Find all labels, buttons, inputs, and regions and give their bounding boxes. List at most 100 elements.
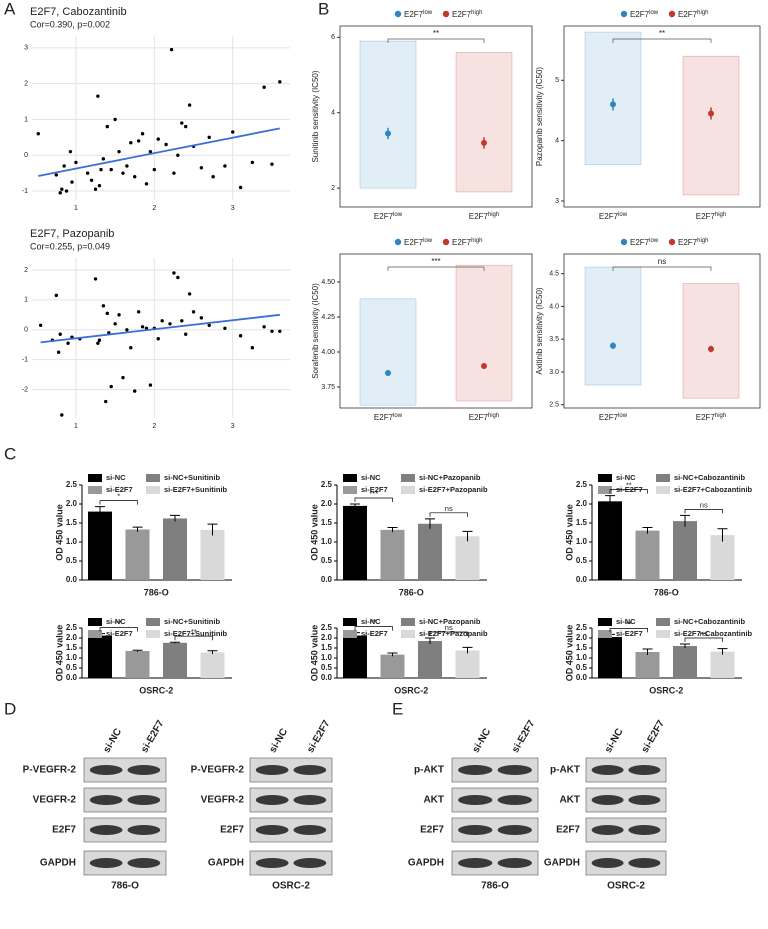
point [93, 187, 98, 191]
legend-label: E2F7high [452, 238, 482, 248]
legend-label: si-NC [616, 617, 636, 626]
error-bar [387, 652, 398, 657]
y-tick-label: 4.00 [321, 349, 335, 356]
point [60, 187, 64, 191]
x-axis-label: 786-O [399, 587, 424, 597]
point [125, 164, 129, 168]
legend-label: E2F7high [678, 10, 708, 20]
y-tick-label: 0.0 [321, 575, 333, 584]
x-tick-label: 2 [152, 423, 156, 430]
y-tick-label: 0.5 [576, 663, 588, 672]
point [68, 149, 73, 154]
panel-label: B [318, 0, 329, 18]
error-bar [717, 648, 728, 655]
group-suffix: high [471, 10, 482, 16]
y-axis-label: OD 450 value [564, 625, 574, 682]
significance-bracket [684, 509, 723, 514]
group-label: E2F7 [469, 413, 489, 422]
protein-label: AKT [423, 795, 444, 806]
legend-label: E2F7high [678, 238, 708, 248]
group-label: E2F7 [374, 212, 394, 221]
range-band [359, 40, 417, 189]
chart-subtitle: Cor=0.255, p=0.049 [30, 241, 110, 251]
lane-label: si-E2F7 [510, 718, 538, 755]
x-tick-label: E2F7low [599, 413, 628, 423]
point [133, 175, 137, 179]
legend-label: si-E2F7 [106, 485, 133, 494]
point [270, 162, 274, 166]
legend-swatch [146, 474, 160, 482]
blot-band [293, 858, 327, 868]
point [62, 164, 66, 168]
y-tick-label: 2 [331, 185, 335, 192]
bar [380, 654, 405, 678]
y-tick-label: 1.5 [576, 643, 588, 652]
plot-background [32, 36, 290, 200]
group-suffix: high [715, 413, 726, 419]
x-axis-label: OSRC-2 [139, 685, 173, 695]
point [199, 166, 204, 170]
blot-band [255, 858, 289, 868]
blot-band [497, 858, 532, 868]
point [97, 338, 102, 342]
legend-swatch [146, 618, 160, 626]
legend-swatch [656, 618, 670, 626]
legend-swatch [598, 474, 612, 482]
y-tick-label: 0 [24, 152, 28, 159]
x-axis-label: OSRC-2 [649, 685, 683, 695]
plot-frame [563, 253, 761, 409]
significance-bracket [99, 500, 138, 505]
bar [673, 521, 697, 580]
y-tick-label: 1.5 [321, 518, 333, 527]
y-tick-label: 1 [24, 116, 28, 123]
significance-label: ns [658, 257, 666, 266]
x-tick-label: 3 [231, 423, 235, 430]
mean-point [708, 346, 714, 353]
error-bar [207, 523, 218, 536]
error-bar [425, 637, 435, 644]
bar [710, 651, 735, 678]
lane-label: si-E2F7 [139, 718, 167, 755]
bar [163, 518, 187, 580]
blot-band [458, 825, 493, 835]
point [60, 413, 64, 417]
group-suffix: high [471, 238, 482, 244]
group-label: E2F7 [469, 212, 489, 221]
point [278, 329, 282, 333]
legend-label: si-NC+Cabozantinib [674, 473, 745, 482]
point [113, 117, 117, 122]
error-bar [207, 650, 218, 654]
bar [88, 635, 112, 678]
lane-label: si-NC [101, 727, 124, 755]
point [148, 149, 153, 154]
legend-swatch [401, 486, 415, 494]
y-tick-label: 0.0 [576, 575, 588, 584]
bar [88, 511, 112, 580]
mean-point [481, 363, 487, 369]
protein-label: p-AKT [414, 765, 444, 776]
legend-label: si-NC+Cabozantinib [674, 617, 745, 626]
significance-bracket [609, 628, 648, 633]
x-axis-label: 786-O [144, 587, 169, 597]
point [184, 124, 188, 129]
y-tick-label: 1 [24, 297, 28, 304]
legend-label: si-E2F7 [616, 629, 643, 638]
significance-label: ** [626, 619, 632, 628]
significance-label: ** [371, 618, 377, 627]
mean-point [610, 101, 616, 108]
point [58, 191, 62, 195]
blot-band [628, 825, 661, 835]
plot-frame [563, 25, 761, 208]
bar [418, 523, 442, 580]
point [97, 183, 102, 188]
legend-label: si-E2F7+Pazopanib [419, 485, 488, 494]
blot-band [293, 765, 327, 775]
y-tick-label: 6 [331, 34, 335, 41]
x-tick-label: 1 [74, 205, 78, 212]
x-axis-label: OSRC-2 [394, 685, 428, 695]
point [211, 175, 215, 179]
group-suffix: high [715, 212, 726, 218]
y-tick-label: 2.5 [66, 480, 78, 489]
significance-label: ns [445, 623, 453, 632]
y-tick-label: 0.5 [66, 556, 78, 565]
